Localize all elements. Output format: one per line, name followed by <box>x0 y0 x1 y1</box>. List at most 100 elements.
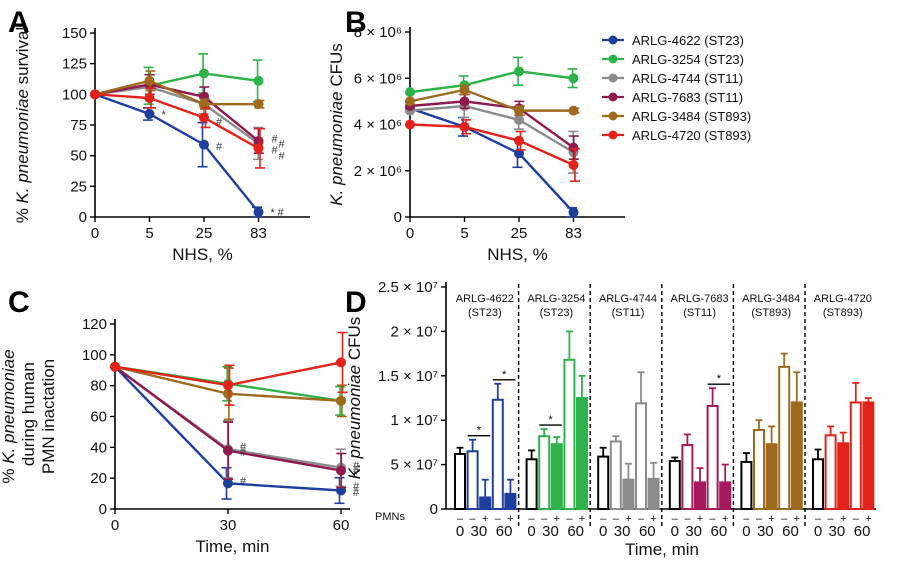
d-y-tick-label: 1.5 × 10⁷ <box>378 368 438 385</box>
b-y-axis-label: K. pneumoniae CFUs <box>327 43 346 206</box>
legend-entry: ARLG-3484 (ST893) <box>632 109 751 124</box>
d-pmn-sign: + <box>840 513 846 525</box>
d-bar <box>849 401 862 510</box>
d-time-label: 0 <box>527 523 535 540</box>
d-time-label: 30 <box>685 523 702 540</box>
a-y-axis-label: % K. pneumoniae survival <box>13 27 32 224</box>
b-data-point <box>459 96 470 107</box>
d-bar <box>824 434 837 510</box>
b-data-point <box>514 114 524 125</box>
c-y-tick-label: 80 <box>90 378 107 395</box>
a-significance-mark: # <box>272 133 279 145</box>
c-data-point <box>110 361 120 372</box>
b-data-point <box>568 105 579 116</box>
c-y-axis-label: % K. pneumoniae during humanPMN inactati… <box>0 349 58 483</box>
a-y-tick-label: 25 <box>70 178 87 195</box>
d-time-label: 60 <box>711 523 728 540</box>
a-data-point <box>144 108 155 119</box>
d-group-name: ARLG-4720 <box>814 293 872 305</box>
c-data-point <box>336 465 346 476</box>
d-pmn-sign: – <box>529 513 536 525</box>
b-data-point <box>514 66 524 77</box>
d-time-label: 0 <box>671 523 679 540</box>
d-bar <box>812 458 824 511</box>
a-series-2 <box>90 73 264 161</box>
b-series-line <box>409 107 575 214</box>
d-time-label: 30 <box>614 523 631 540</box>
a-x-tick-label: 83 <box>250 225 267 242</box>
c-significance-mark: # <box>353 466 360 478</box>
a-y-tick-label: 100 <box>62 86 87 103</box>
c-significance-mark: # <box>240 476 247 488</box>
a-data-point <box>199 68 209 79</box>
legend-swatch-marker <box>608 35 618 45</box>
d-y-tick-label: 1 × 10⁷ <box>390 412 438 429</box>
a-data-point <box>144 93 155 104</box>
b-data-point <box>514 148 524 159</box>
a-significance-mark: # <box>279 151 286 163</box>
d-group: ARLG-3484(ST893)– – + – +0 30 60 <box>732 284 803 540</box>
a-significance-mark: * <box>162 109 167 121</box>
d-time-label: 30 <box>471 523 488 540</box>
b-x-tick-label: 83 <box>565 225 582 242</box>
d-time-label: 60 <box>567 523 584 540</box>
d-group-name: ARLG-3254 <box>527 293 585 305</box>
d-pmn-sign: – <box>470 513 477 525</box>
a-series-line <box>94 79 259 106</box>
c-x-tick-label: 30 <box>220 517 237 534</box>
b-series-line <box>409 123 574 167</box>
d-bar <box>681 444 694 510</box>
a-series-line <box>94 85 260 145</box>
a-series-5 <box>90 87 265 169</box>
b-y-tick-label: 8 × 10⁶ <box>354 24 402 41</box>
b-x-tick-label: 0 <box>406 225 414 242</box>
d-pmn-sign: – <box>828 513 835 525</box>
d-pmn-sign: + <box>625 513 631 525</box>
b-series-line <box>409 88 574 112</box>
a-x-axis-label: NHS, % <box>172 245 232 264</box>
c-x-tick-label: 0 <box>111 517 119 534</box>
b-series-5 <box>405 119 580 182</box>
d-pmn-sign: + <box>579 513 585 525</box>
b-y-tick-label: 0 <box>394 209 402 226</box>
b-x-axis-label: NHS, % <box>487 245 547 264</box>
d-pmn-sign: – <box>815 513 822 525</box>
d-group-st: (ST23) <box>540 307 574 319</box>
c-data-point <box>223 388 233 399</box>
d-bar <box>491 398 504 510</box>
d-sig-star: * <box>477 425 482 437</box>
a-x-tick-label: 25 <box>196 225 213 242</box>
d-pmn-sign: – <box>710 513 717 525</box>
a-y-tick-label: 0 <box>79 209 87 226</box>
d-group: ARLG-4720(ST893)– – + – +0 30 60 <box>804 284 875 540</box>
a-significance-mark: * <box>271 207 276 219</box>
d-time-label: 0 <box>814 523 822 540</box>
d-x-axis-label: Time, min <box>625 540 699 559</box>
d-bar <box>622 478 635 511</box>
d-group-st: (ST893) <box>751 307 791 319</box>
d-time-label: 0 <box>456 523 464 540</box>
d-pmn-sign: – <box>756 513 763 525</box>
d-group-name: ARLG-4744 <box>599 293 657 305</box>
b-y-tick-label: 6 × 10⁶ <box>354 70 402 87</box>
c-data-point <box>223 380 233 391</box>
legend-swatch-marker <box>608 54 618 64</box>
d-group: ARLG-7683(ST11)– – + – +*0 30 60 <box>661 284 732 540</box>
d-bar <box>525 458 538 511</box>
d-group-name: ARLG-7683 <box>671 293 729 305</box>
b-series-3 <box>405 93 579 160</box>
c-y-tick-label: 20 <box>90 470 107 487</box>
panel-letter-d: D <box>345 286 367 319</box>
c-data-point <box>223 478 233 489</box>
d-pmn-sign: – <box>853 513 860 525</box>
d-pmn-sign: + <box>768 513 774 525</box>
legend-entry: ARLG-7683 (ST11) <box>632 90 743 105</box>
a-data-point <box>253 143 264 154</box>
c-x-tick-label: 60 <box>333 517 350 534</box>
d-time-label: 30 <box>757 523 774 540</box>
legend-entry: ARLG-3254 (ST23) <box>632 52 744 67</box>
c-data-point <box>336 357 346 368</box>
b-data-point <box>568 207 579 218</box>
d-group-name: ARLG-4622 <box>456 293 514 305</box>
b-series-0 <box>405 103 579 218</box>
